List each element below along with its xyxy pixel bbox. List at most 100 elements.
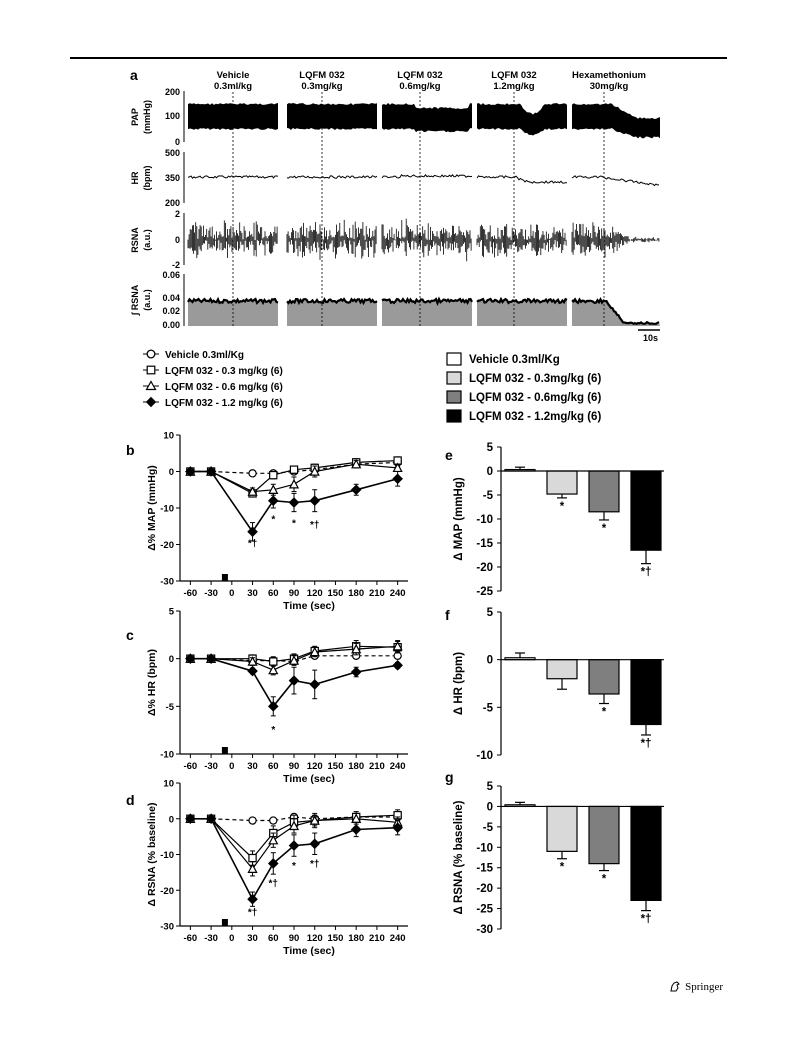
data-point <box>288 820 300 831</box>
panel-letter-g: g <box>445 769 454 785</box>
data-point <box>269 657 278 666</box>
pap-tick: 0 <box>175 137 180 147</box>
y-tick-label: 5 <box>487 442 494 454</box>
y-tick-label: -5 <box>483 702 494 714</box>
y-tick-label: 0 <box>169 654 174 665</box>
y-tick-label: -10 <box>476 514 493 526</box>
y-tick-label: -15 <box>476 863 493 875</box>
legend-swatch-3 <box>446 390 462 404</box>
data-point <box>247 526 258 538</box>
data-point <box>247 893 258 905</box>
hr-tick: 200 <box>165 198 180 208</box>
data-point <box>309 646 320 657</box>
y-axis-title: Δ HR (bpm) <box>453 652 465 715</box>
y-tick-label: 0 <box>169 814 174 825</box>
y-axis-title: Δ RSNA (% baseline) <box>453 800 465 914</box>
bar <box>546 470 578 495</box>
trace-unit-int-rsna: (a.u.) <box>142 289 152 311</box>
data-point <box>350 666 362 678</box>
pap-tick: 100 <box>165 111 180 121</box>
int-rsna-fill <box>287 299 377 326</box>
data-point <box>268 834 279 845</box>
significance-label: * <box>292 861 296 872</box>
data-point <box>309 466 320 476</box>
y-tick-label: -25 <box>476 586 493 598</box>
legend-line-label-2: LQFM 032 - 0.3 mg/kg (6) <box>165 366 283 377</box>
int-rsna-tick: 0.06 <box>162 270 180 280</box>
data-point <box>267 495 279 507</box>
legend-line-label-3: LQFM 032 - 0.6 mg/kg (6) <box>165 382 283 393</box>
rsna-trace <box>571 222 660 258</box>
x-tick-label: 150 <box>328 761 344 772</box>
y-tick-label: -10 <box>476 750 493 762</box>
bar <box>630 659 662 726</box>
data-point <box>185 653 196 664</box>
x-tick-label: 180 <box>348 761 364 772</box>
data-point <box>247 665 258 677</box>
x-tick-label: 150 <box>328 933 344 944</box>
panel-letter-f: f <box>445 607 450 623</box>
x-tick-label: -30 <box>204 761 218 772</box>
x-tick-label: 0 <box>229 761 234 772</box>
data-point <box>392 640 403 651</box>
int-rsna-trace <box>476 296 568 305</box>
significance-label: *† <box>310 859 319 870</box>
data-point <box>205 466 217 477</box>
data-point <box>288 478 300 489</box>
legend-line: Vehicle 0.3ml/Kg LQFM 032 - 0.3 mg/kg (6… <box>143 349 283 409</box>
injection-square <box>221 574 228 581</box>
data-point <box>351 458 362 469</box>
pap-trace <box>382 103 472 133</box>
y-tick-label: 0 <box>487 466 493 478</box>
legend-bar-label-4: LQFM 032 - 1.2mg/kg (6) <box>469 411 601 423</box>
y-axis-title: Δ% MAP (mmHg) <box>146 465 158 551</box>
trace-labels: PAP (mmHg) HR (bpm) RSNA (a.u.) ∫ RSNA (… <box>130 100 152 316</box>
y-tick-label: -5 <box>483 822 494 834</box>
significance-label: *† <box>641 738 652 750</box>
x-tick-label: 210 <box>369 588 385 599</box>
x-tick-label: -30 <box>204 933 218 944</box>
charts: 10 0 -10 -20 -30 -60 -30 0 30 60 90 120 150 180 210 240… <box>146 431 664 957</box>
y-tick-label: 0 <box>487 801 493 813</box>
y-tick-label: -5 <box>483 490 494 502</box>
panel-letter-b: b <box>126 442 135 458</box>
y-tick-label: -10 <box>476 842 493 854</box>
trace-ticks: 200 100 0 500 350 200 2 0 -2 0.06 0.04 0… <box>162 87 180 330</box>
data-point <box>288 675 300 686</box>
series-line <box>190 657 398 708</box>
hr-trace <box>571 175 660 187</box>
x-tick-label: -60 <box>183 761 197 772</box>
x-tick-label: 90 <box>289 588 300 599</box>
segment-subtitle-1: 0.3ml/kg <box>214 81 252 92</box>
x-tick-label: 30 <box>247 588 258 599</box>
bar <box>546 659 578 680</box>
trace-unit-hr: (bpm) <box>142 166 152 191</box>
y-tick-label: 5 <box>487 607 494 619</box>
rsna-trace <box>381 218 472 262</box>
segment-subtitle-5: 30mg/kg <box>590 81 629 92</box>
x-tick-label: 60 <box>268 761 279 772</box>
rsna-tick: 2 <box>175 209 180 219</box>
series-line <box>190 818 398 870</box>
segment-subtitle-2: 0.3mg/kg <box>301 81 342 92</box>
y-tick-label: -20 <box>476 883 493 895</box>
data-point <box>269 816 278 825</box>
y-tick-label: -10 <box>160 850 174 861</box>
y-tick-label: -10 <box>160 504 174 515</box>
y-tick-label: -25 <box>476 904 493 916</box>
significance-label: *† <box>641 914 652 926</box>
significance-label: * <box>602 523 607 535</box>
x-tick-label: 210 <box>369 761 385 772</box>
y-tick-label: 5 <box>487 781 494 793</box>
y-axis-title: Δ MAP (mmHg) <box>453 477 465 561</box>
data-point <box>185 466 196 477</box>
x-tick-label: 90 <box>289 761 300 772</box>
y-tick-label: 5 <box>169 607 175 618</box>
int-rsna-trace <box>286 296 378 306</box>
legend-bar: Vehicle 0.3ml/Kg LQFM 032 - 0.3mg/kg (6)… <box>446 352 601 423</box>
significance-label: * <box>560 862 565 874</box>
x-tick-label: 30 <box>247 761 258 772</box>
x-tick-label: 120 <box>307 588 323 599</box>
x-tick-label: 90 <box>289 933 300 944</box>
significance-label: *† <box>310 520 319 531</box>
